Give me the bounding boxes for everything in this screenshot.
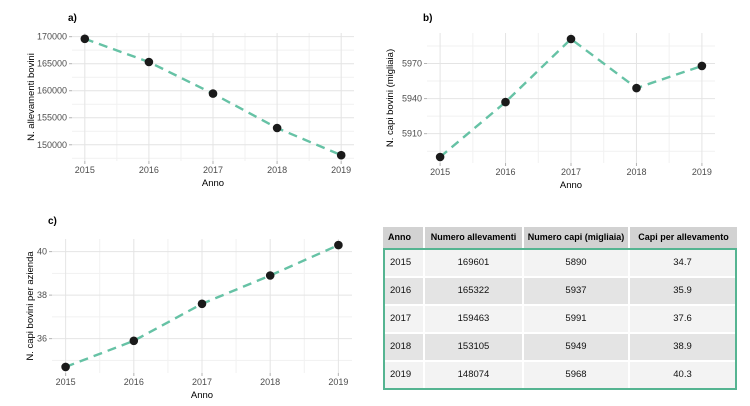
table-cell: 159463 [425,306,522,332]
table-cell: 5890 [524,250,628,276]
x-tick-label: 2018 [267,165,287,175]
data-point [566,34,576,44]
table-cell: 40.3 [630,362,735,388]
y-tick-label: 5970 [402,59,422,69]
x-tick-label: 2018 [626,167,646,177]
panel-c: 36 38 40 2015 2016 2017 2018 2019 N. capi bovini… [0,203,375,406]
chart-b: 5910 5940 5970 2015 2016 2017 2018 2019 N. capi … [385,13,715,191]
y-tick-label: 165000 [37,59,67,69]
table-cell: 153105 [425,334,522,360]
table-body: 2015 169601 5890 34.7 2016 165322 5937 35.9 2017… [383,248,737,390]
y-axis-title: N. capi bovini (migliaia) [385,49,396,147]
x-tick-label: 2019 [331,165,351,175]
table-cell: 5949 [524,334,628,360]
panel-table: Anno Numero allevamenti Numero capi (migli… [375,203,750,406]
panel-letter-label: a) [68,13,77,24]
panel-a: 150000 155000 160000 165000 170000 2015 2016 20… [0,0,375,203]
data-point [197,299,207,309]
x-tick-label: 2019 [328,377,348,387]
summary-table: Anno Numero allevamenti Numero capi (migli… [383,227,737,390]
panel-b: 5910 5940 5970 2015 2016 2017 2018 2019 N. capi … [375,0,750,203]
data-point [632,83,641,93]
table-cell: 2016 [385,278,423,304]
table-cell: 2017 [385,306,423,332]
y-tick-label: 5940 [402,94,422,104]
y-tick-label: 150000 [37,140,67,150]
x-tick-label: 2016 [139,165,159,175]
y-tick-label: 170000 [37,32,67,42]
data-point [697,61,707,71]
y-axis-title: N. allevamenti bovini [26,53,37,141]
table-cell: 2018 [385,334,423,360]
table-cell: 5968 [524,362,628,388]
table-cell: 5991 [524,306,628,332]
y-tick-label: 5910 [402,129,422,139]
panel-letter-label: b) [423,13,432,24]
table-cell: 34.7 [630,250,735,276]
data-point [272,123,282,133]
x-tick-label: 2016 [496,167,516,177]
data-point [501,97,510,107]
panel-letter-label: c) [48,216,57,227]
y-tick-label: 38 [37,290,47,300]
data-point [61,362,70,372]
table-cell: 35.9 [630,278,735,304]
x-axis-title: Anno [560,180,582,191]
table-cell: 37.6 [630,306,735,332]
table-header-row: Anno Numero allevamenti Numero capi (migli… [383,227,737,248]
x-tick-label: 2015 [56,377,76,387]
table-cell: 38.9 [630,334,735,360]
y-tick-label: 155000 [37,113,67,123]
table-cell: 165322 [425,278,522,304]
y-tick-label: 160000 [37,86,67,96]
y-tick-label: 36 [37,334,47,344]
x-tick-label: 2017 [203,165,223,175]
x-tick-label: 2016 [124,377,144,387]
chart-a: 150000 155000 160000 165000 170000 2015 2016 20… [26,13,354,189]
data-point [208,89,218,98]
column-header: Numero capi (migliaia) [524,227,628,248]
y-tick-label: 40 [37,247,47,257]
table-cell: 2019 [385,362,423,388]
x-tick-label: 2018 [260,377,280,387]
table-cell: 5937 [524,278,628,304]
column-header: Numero allevamenti [425,227,522,248]
table-cell: 169601 [425,250,522,276]
data-point [336,150,346,160]
data-point [435,152,445,162]
x-tick-label: 2017 [192,377,212,387]
chart-c: 36 38 40 2015 2016 2017 2018 2019 N. capi bovini… [25,216,352,401]
x-tick-label: 2017 [561,167,581,177]
x-tick-label: 2015 [75,165,95,175]
data-point [265,271,275,280]
x-axis-title: Anno [202,178,224,189]
data-point [144,57,154,67]
data-point [80,34,90,44]
column-header: Anno [383,227,423,248]
x-tick-label: 2019 [692,167,712,177]
data-point [334,240,343,250]
x-tick-label: 2015 [430,167,450,177]
x-axis-title: Anno [191,390,213,401]
table-cell: 148074 [425,362,522,388]
y-axis-title: N. capi bovini per azienda [25,251,36,361]
data-point [129,336,139,346]
column-header: Capi per allevamento [630,227,737,248]
table-cell: 2015 [385,250,423,276]
